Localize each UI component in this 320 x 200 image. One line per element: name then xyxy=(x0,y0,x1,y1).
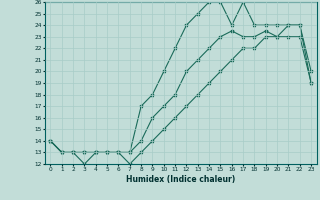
X-axis label: Humidex (Indice chaleur): Humidex (Indice chaleur) xyxy=(126,175,236,184)
